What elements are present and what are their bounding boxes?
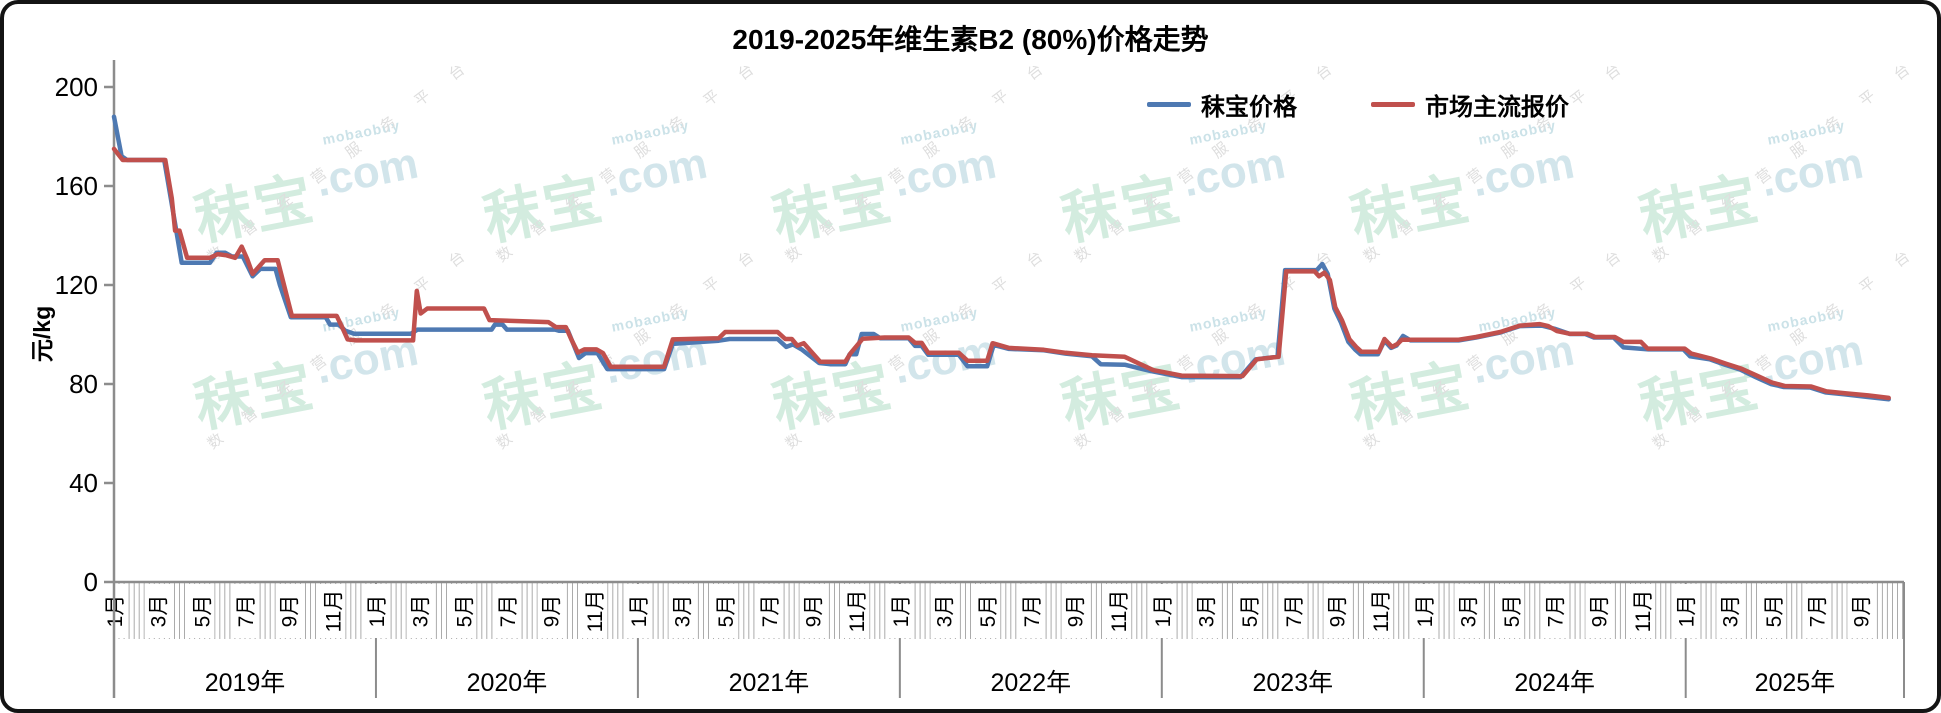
svg-text:2020年: 2020年 xyxy=(467,669,548,697)
svg-text:9月: 9月 xyxy=(1850,595,1873,628)
svg-text:80: 80 xyxy=(69,369,98,399)
svg-text:7月: 7月 xyxy=(1807,595,1830,628)
svg-text:2025年: 2025年 xyxy=(1755,669,1836,697)
svg-text:9月: 9月 xyxy=(1326,595,1349,628)
svg-text:2019年: 2019年 xyxy=(205,669,286,697)
svg-text:7月: 7月 xyxy=(1283,595,1306,628)
svg-text:2022年: 2022年 xyxy=(990,669,1071,697)
svg-text:1月: 1月 xyxy=(890,595,913,628)
legend-line-blue-icon xyxy=(1147,102,1191,107)
svg-text:11月: 11月 xyxy=(1108,590,1131,633)
legend-line-red-icon xyxy=(1371,102,1415,107)
svg-text:2024年: 2024年 xyxy=(1514,669,1595,697)
svg-text:120: 120 xyxy=(55,270,98,300)
svg-text:9月: 9月 xyxy=(1065,595,1088,628)
svg-text:元/kg: 元/kg xyxy=(29,306,55,362)
legend-item-mobao-price[interactable]: 秣宝价格 xyxy=(1147,87,1297,122)
svg-text:7月: 7月 xyxy=(759,595,782,628)
svg-text:7月: 7月 xyxy=(1021,595,1044,628)
svg-text:3月: 3月 xyxy=(1457,595,1480,628)
svg-text:11月: 11月 xyxy=(846,590,869,633)
legend: 秣宝价格 市场主流报价 xyxy=(1147,87,1569,122)
svg-text:7月: 7月 xyxy=(235,595,258,628)
svg-text:11月: 11月 xyxy=(322,590,345,633)
legend-label-mobao-price: 秣宝价格 xyxy=(1201,94,1297,121)
svg-text:5月: 5月 xyxy=(1763,595,1786,628)
svg-text:9月: 9月 xyxy=(803,595,826,628)
svg-text:160: 160 xyxy=(55,171,98,201)
svg-text:1月: 1月 xyxy=(1414,595,1437,628)
svg-text:0: 0 xyxy=(84,567,98,597)
svg-text:11月: 11月 xyxy=(1370,590,1393,633)
svg-text:7月: 7月 xyxy=(497,595,520,628)
svg-text:5月: 5月 xyxy=(1501,595,1524,628)
svg-text:3月: 3月 xyxy=(148,595,171,628)
svg-text:3月: 3月 xyxy=(410,595,433,628)
svg-text:200: 200 xyxy=(55,72,98,102)
legend-item-market-price[interactable]: 市场主流报价 xyxy=(1371,87,1569,122)
svg-text:7月: 7月 xyxy=(1545,595,1568,628)
svg-text:1月: 1月 xyxy=(366,595,389,628)
svg-text:5月: 5月 xyxy=(715,595,738,628)
svg-text:3月: 3月 xyxy=(672,595,695,628)
chart-title: 2019-2025年维生素B2 (80%)价格走势 xyxy=(732,24,1209,55)
chart-canvas: 1月 3月 5月 7月 9月 11月 1月 3月 5月 7月 9月 11月 1月 3月 5月 7月 9月 11月 1… xyxy=(29,60,1905,698)
svg-text:1月: 1月 xyxy=(1676,595,1699,628)
svg-text:9月: 9月 xyxy=(541,595,564,628)
svg-text:11月: 11月 xyxy=(1632,590,1655,633)
legend-label-market-price: 市场主流报价 xyxy=(1425,94,1569,121)
svg-text:2021年: 2021年 xyxy=(729,669,810,697)
svg-text:9月: 9月 xyxy=(279,595,302,628)
svg-text:3月: 3月 xyxy=(1719,595,1742,628)
svg-text:1月: 1月 xyxy=(104,595,127,628)
svg-text:1月: 1月 xyxy=(628,595,651,628)
svg-text:1月: 1月 xyxy=(1152,595,1175,628)
svg-text:3月: 3月 xyxy=(934,595,957,628)
svg-text:5月: 5月 xyxy=(191,595,214,628)
svg-text:40: 40 xyxy=(69,468,98,498)
svg-text:3月: 3月 xyxy=(1196,595,1219,628)
svg-text:11月: 11月 xyxy=(584,590,607,633)
svg-text:5月: 5月 xyxy=(977,595,1000,628)
svg-text:2023年: 2023年 xyxy=(1252,669,1333,697)
svg-text:9月: 9月 xyxy=(1588,595,1611,628)
svg-text:5月: 5月 xyxy=(1239,595,1262,628)
svg-text:5月: 5月 xyxy=(453,595,476,628)
